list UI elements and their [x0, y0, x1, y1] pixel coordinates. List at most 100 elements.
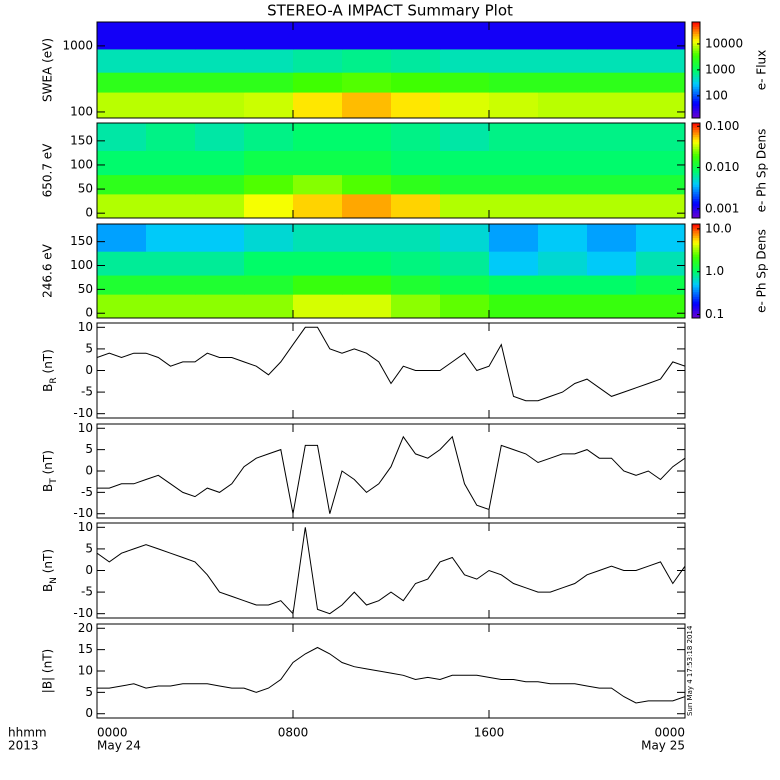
heat-cell [391, 251, 441, 276]
colorbar-step [692, 213, 700, 217]
y-tick-label: 10 [78, 664, 93, 678]
heat-cell [97, 22, 147, 50]
panel-frame [96, 623, 686, 719]
heat-cell [342, 294, 392, 319]
colorbar-step [692, 161, 700, 164]
colorbar-step [692, 201, 700, 205]
heat-cell [391, 48, 441, 73]
heat-cell [587, 22, 637, 50]
colorbar-step [692, 240, 700, 244]
colorbar-label: e- Ph Sp Dens [755, 129, 769, 213]
heat-cell [97, 48, 147, 73]
heat-cell [146, 22, 196, 50]
heat-cell [538, 294, 588, 319]
heat-cell [538, 193, 588, 219]
heat-cell [342, 123, 392, 151]
heat-cell [293, 22, 343, 50]
colorbar-step [692, 271, 700, 274]
y-label-unit: (nT) [41, 549, 55, 573]
colorbar-tick-label: 10000 [705, 36, 743, 50]
colorbar-step [692, 137, 700, 141]
y-axis-label: BR (nT) [41, 349, 59, 392]
x-row-label: 2013 [8, 739, 39, 753]
y-tick-label: -5 [81, 485, 93, 499]
heat-cell [146, 92, 196, 119]
heat-cell [489, 251, 539, 276]
colorbar-tick-label: 0.100 [705, 119, 739, 133]
colorbar-tick-label: 0.001 [705, 201, 739, 215]
heat-cell [489, 92, 539, 119]
y-tick-label: -5 [81, 585, 93, 599]
colorbar-step [692, 215, 700, 219]
heat-cell [489, 72, 539, 93]
y-tick-label: 0 [85, 306, 93, 320]
colorbar-step [692, 168, 700, 171]
x-date-label: May 24 [97, 739, 141, 753]
colorbar-step [692, 55, 700, 59]
heat-cell [342, 251, 392, 276]
heat-cell [391, 92, 441, 119]
heat-cell [195, 22, 245, 50]
heat-cell [391, 174, 441, 195]
colorbar-step [692, 115, 700, 119]
y-tick-label: 5 [85, 541, 93, 555]
data-line [97, 646, 685, 704]
colorbar-step [692, 231, 700, 234]
colorbar-step [692, 151, 700, 155]
y-axis-label: |B| (nT) [41, 649, 55, 693]
y-tick-label: 100 [70, 258, 93, 272]
colorbar-step [692, 149, 700, 152]
y-axis-label: 246.6 eV [41, 243, 55, 298]
y-tick-label: -10 [73, 406, 93, 420]
heat-cell [293, 48, 343, 73]
colorbar-step [692, 301, 700, 305]
colorbar-step [692, 289, 700, 293]
heat-cell [587, 294, 637, 319]
heat-cell [97, 294, 147, 319]
heat-cell [489, 150, 539, 176]
heat-cell [391, 224, 441, 252]
heat-cell [636, 123, 686, 151]
heat-cell [489, 193, 539, 219]
heat-cell [538, 48, 588, 73]
colorbar-step [692, 235, 700, 239]
y-tick-label: 100 [70, 104, 93, 118]
heat-cell [587, 48, 637, 73]
heat-cell [440, 150, 490, 176]
heat-cell [636, 251, 686, 276]
colorbar-step [692, 53, 700, 57]
colorbar-step [692, 306, 700, 310]
colorbar-step [692, 22, 700, 25]
y-label-main: B [41, 484, 55, 492]
heat-cell [489, 48, 539, 73]
colorbar-step [692, 242, 700, 246]
heat-cell [636, 294, 686, 319]
heat-cell [244, 123, 294, 151]
heat-cell [293, 224, 343, 252]
y-axis-label: SWEA (eV) [41, 38, 55, 102]
heat-cell [489, 174, 539, 195]
heat-cell [440, 123, 490, 151]
y-axis-label: BN (nT) [41, 549, 59, 592]
colorbar-step [692, 127, 700, 131]
colorbar-step [692, 94, 700, 97]
heat-cell [244, 193, 294, 219]
colorbar-step [692, 144, 700, 148]
y-tick-label: 15 [78, 642, 93, 656]
colorbar-step [692, 142, 700, 145]
colorbar-step [692, 31, 700, 35]
heat-cell [146, 123, 196, 151]
heat-cell [636, 72, 686, 93]
y-axis-label: BT (nT) [41, 450, 59, 492]
timestamp: Sun May 4 17:53:18 2014 [686, 625, 694, 716]
heat-cell [489, 224, 539, 252]
heat-cell [146, 193, 196, 219]
heat-cell [342, 275, 392, 295]
colorbar-step [692, 252, 700, 256]
colorbar-step [692, 191, 700, 195]
heat-cell [97, 72, 147, 93]
y-label-sub: N [49, 577, 59, 584]
heat-cell [342, 150, 392, 176]
heat-cell [195, 123, 245, 151]
y-label-unit: (nT) [41, 349, 55, 373]
